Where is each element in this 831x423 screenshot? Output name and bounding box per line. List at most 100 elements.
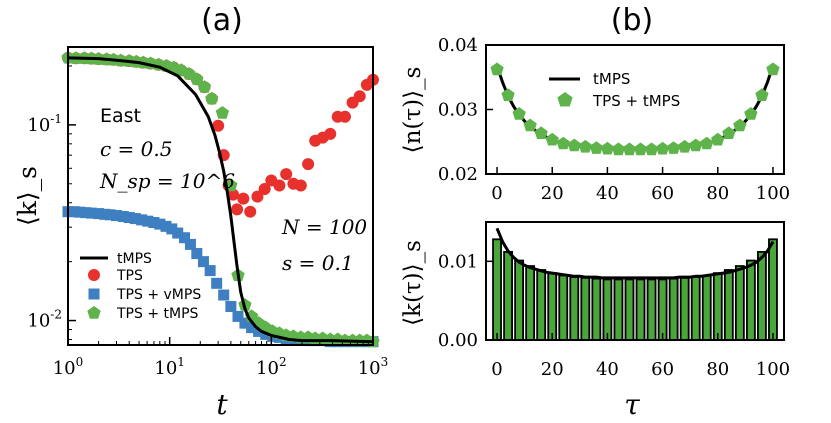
pentagon-point [523,118,537,132]
square-point [160,220,172,232]
circle-point [353,90,366,103]
annotation-n: N = 100 [281,215,367,239]
panel-b-label: (b) [611,3,653,38]
panel-a-label: (a) [201,3,243,38]
pentagon-point [700,136,714,150]
panel-b-top-ylabel: ⟨n(τ)⟩_s [400,67,426,154]
square-point [232,310,244,322]
pentagon-point [490,62,504,76]
panel-b-bottom-ylabel: ⟨k(τ)⟩_s [400,240,426,326]
series-tmps [67,56,374,344]
pentagon-point [534,126,548,139]
pentagon-point [744,107,758,120]
panel-a-xlabel: t [216,388,228,421]
square-point [104,209,116,221]
square-point [142,215,154,227]
square-point [123,212,135,224]
square-point [239,317,251,329]
pentagon-point [545,132,559,146]
circle-point [237,192,250,205]
bar [757,250,767,341]
bar [503,250,513,341]
panel-a-frame [67,46,374,346]
circle-point [231,203,244,216]
x-tick-label: 100 [53,355,84,379]
bar [723,269,734,341]
pentagon-point [205,91,219,105]
square-point [111,210,123,222]
pentagon-point [644,142,659,156]
circle-point [251,190,264,203]
square-point [225,300,237,312]
circle-point [227,188,240,201]
circle-point [273,179,286,192]
panel-b-bottom: 0 20 40 60 80 100 0.00 0.01 τ ⟨k(τ)⟩_s [400,221,790,421]
y-tick-label: 0.00 [438,330,478,351]
pentagon-point [197,80,212,93]
bar [745,259,756,341]
circle-point [280,168,293,181]
panel-b-legend: tMPS TPS + tMPS [549,70,680,110]
legend-swatch-pentagon [87,306,101,319]
square-point [74,206,86,218]
square-point [204,265,216,277]
x-tick-label: 60 [651,183,674,204]
pentagon-point [689,138,703,152]
circle-point [302,158,315,171]
series-tps-tmps [61,50,380,348]
x-tick-label: 0 [491,183,502,204]
pentagon-point [622,142,637,156]
square-point [136,214,148,226]
pentagon-point [600,141,615,155]
panel-a-ylabel: ⟨k⟩_s [13,166,42,226]
x-tick-label: 60 [651,359,674,380]
bar [624,278,635,341]
bar [635,278,646,341]
x-tick-label: 20 [541,183,564,204]
bar [492,238,502,341]
square-point [253,325,265,337]
y-tick-label: 0.02 [438,164,478,185]
y-tick-label: 0.04 [438,35,478,56]
panel-b-xlabel: τ [624,388,640,421]
bar [602,278,613,341]
legend-label: tMPS [117,251,152,267]
square-point [211,277,223,289]
pentagon-point [611,142,626,156]
x-tick-label: 80 [706,359,729,380]
y-tick-label: 10-1 [27,112,62,136]
bar [668,277,679,341]
bar [558,274,569,341]
square-point [80,207,92,219]
y-tick-label: 0.01 [438,251,478,272]
annotation-c: c = 0.5 [100,137,172,161]
bar [569,276,580,341]
pentagon-point [567,138,581,152]
pentagon-point [667,141,681,154]
square-point [148,217,160,229]
bar [768,238,778,341]
pentagon-point [655,141,670,155]
square-point [166,223,178,235]
square-point [93,208,105,220]
x-tick-label: 0 [491,359,502,380]
circle-point [258,183,271,196]
legend-label: TPS + tMPS [116,306,199,322]
legend-label: TPS + tMPS [592,92,680,110]
x-tick-label: 100 [756,183,790,204]
bar [591,277,602,341]
square-point [117,211,129,223]
annotation-s: s = 0.1 [282,251,354,275]
bar [712,272,723,341]
bar [690,276,701,341]
annotation-nsp: N_sp = 10^6 [99,169,235,193]
bar [580,276,591,341]
pentagon-point [556,136,570,150]
legend-swatch-circle [88,269,100,281]
bar [547,272,558,341]
circle-point [294,179,307,192]
tmps-line [67,56,374,344]
legend-label: TPS + vMPS [116,287,201,303]
